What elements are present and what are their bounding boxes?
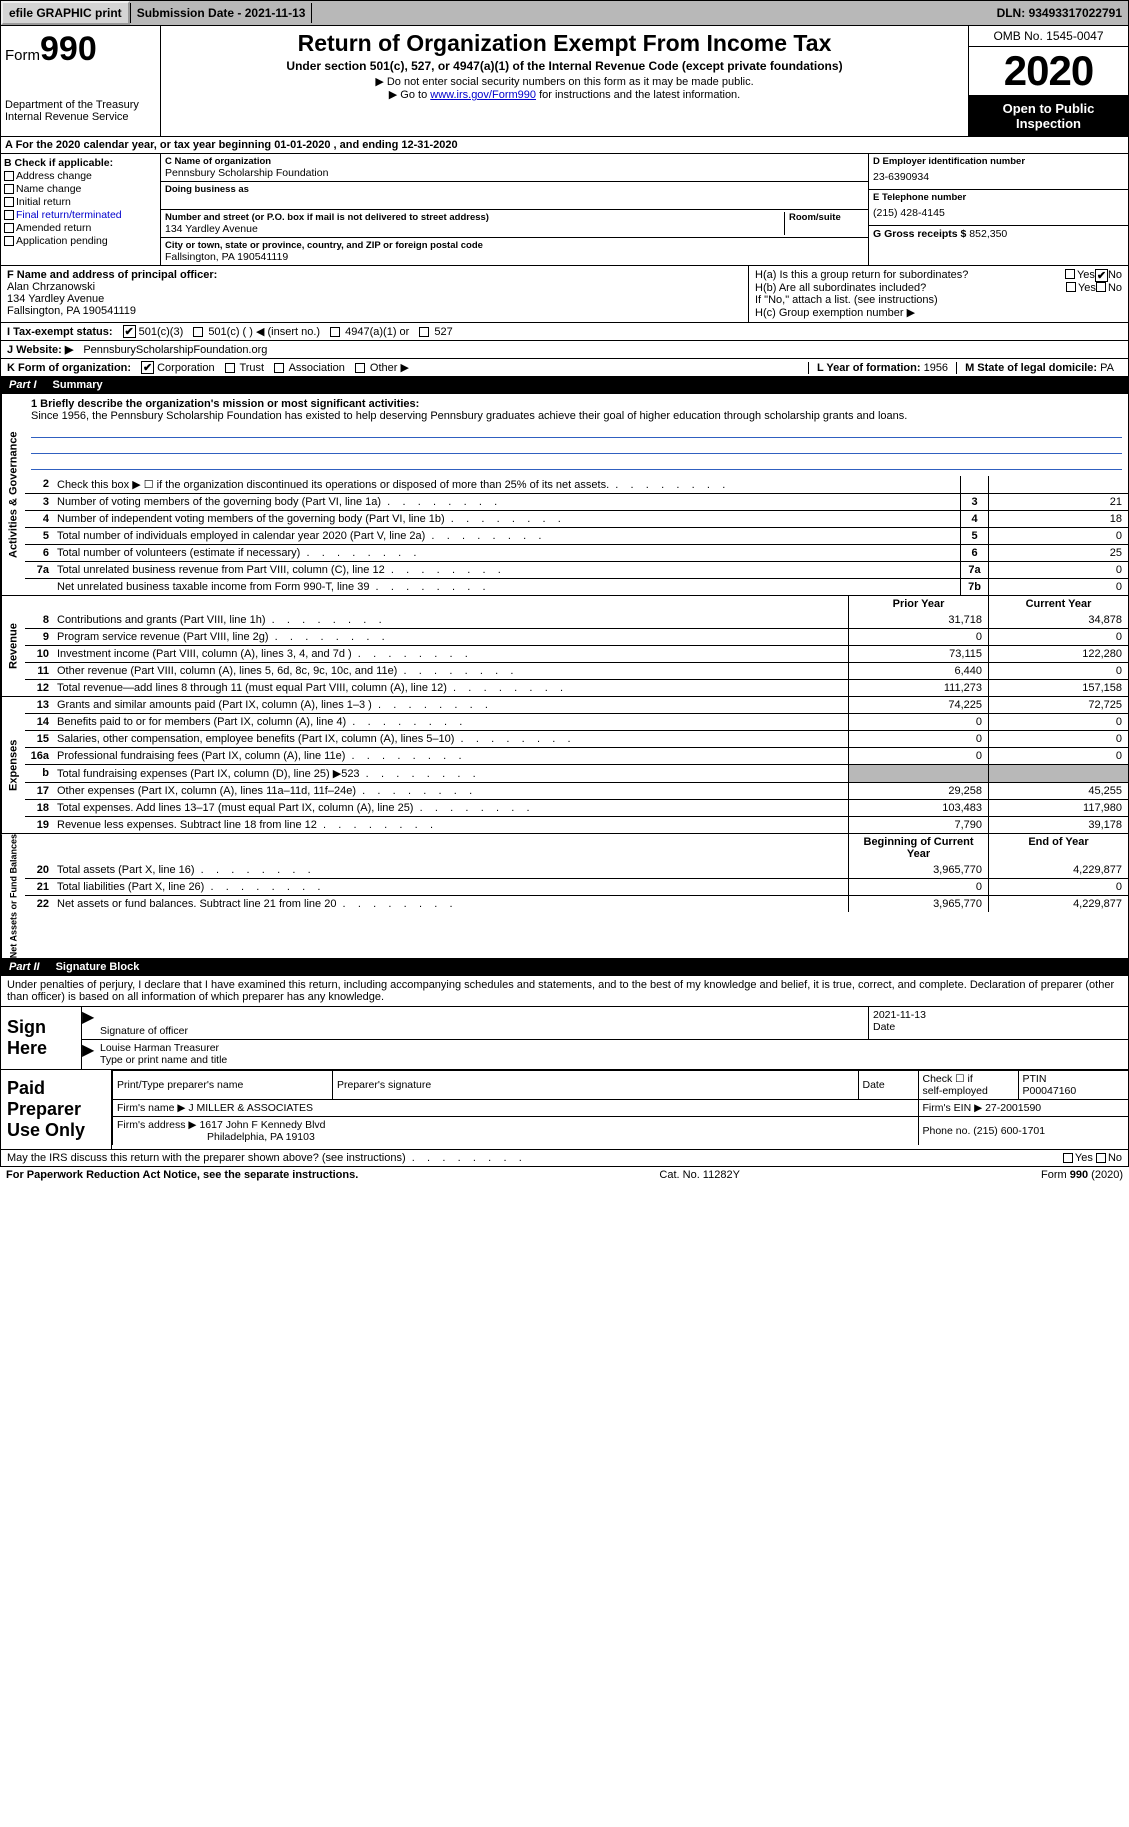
- data-line: 19Revenue less expenses. Subtract line 1…: [25, 816, 1128, 833]
- data-line: 13Grants and similar amounts paid (Part …: [25, 697, 1128, 713]
- page-footer: For Paperwork Reduction Act Notice, see …: [0, 1167, 1129, 1183]
- chk-amended-return[interactable]: Amended return: [4, 222, 157, 234]
- hb-no[interactable]: [1096, 282, 1106, 292]
- data-line: 15Salaries, other compensation, employee…: [25, 730, 1128, 747]
- phone-box: E Telephone number (215) 428-4145: [869, 190, 1128, 226]
- chk-final-return[interactable]: Final return/terminated: [4, 209, 157, 221]
- section-net-assets: Net Assets or Fund Balances Beginning of…: [0, 834, 1129, 959]
- header-left: Form990 Department of the Treasury Inter…: [1, 26, 161, 136]
- section-governance: Activities & Governance 1 Briefly descri…: [0, 394, 1129, 596]
- chk-assoc[interactable]: [274, 363, 284, 373]
- gov-line: 6Total number of volunteers (estimate if…: [25, 544, 1128, 561]
- street-box: Number and street (or P.O. box if mail i…: [161, 210, 868, 238]
- data-line: bTotal fundraising expenses (Part IX, co…: [25, 764, 1128, 782]
- row-a-period: A For the 2020 calendar year, or tax yea…: [0, 137, 1129, 154]
- chk-501c[interactable]: [193, 327, 203, 337]
- chk-other[interactable]: [355, 363, 365, 373]
- gross-receipts: G Gross receipts $ 852,350: [869, 226, 1128, 242]
- chk-trust[interactable]: [225, 363, 235, 373]
- efile-print-button[interactable]: efile GRAPHIC print: [1, 1, 130, 25]
- data-line: 21Total liabilities (Part X, line 26)00: [25, 878, 1128, 895]
- gov-line: 2Check this box ▶ ☐ if the organization …: [25, 476, 1128, 493]
- data-line: 20Total assets (Part X, line 16)3,965,77…: [25, 862, 1128, 878]
- data-line: 9Program service revenue (Part VIII, lin…: [25, 628, 1128, 645]
- paid-preparer-block: Paid Preparer Use Only Print/Type prepar…: [0, 1070, 1129, 1150]
- form-number: 990: [40, 30, 97, 68]
- org-name-box: C Name of organization Pennsbury Scholar…: [161, 154, 868, 182]
- dba-box: Doing business as: [161, 182, 868, 210]
- chk-name-change[interactable]: Name change: [4, 183, 157, 195]
- ein-box: D Employer identification number 23-6390…: [869, 154, 1128, 190]
- top-bar: efile GRAPHIC print Submission Date - 20…: [0, 0, 1129, 26]
- section-revenue: Revenue Prior YearCurrent Year 8Contribu…: [0, 596, 1129, 697]
- signature-declaration: Under penalties of perjury, I declare th…: [0, 976, 1129, 1007]
- header-title: Return of Organization Exempt From Incom…: [161, 26, 968, 136]
- section-expenses: Expenses 13Grants and similar amounts pa…: [0, 697, 1129, 834]
- city-box: City or town, state or province, country…: [161, 238, 868, 265]
- header-right: OMB No. 1545-0047 2020 Open to Public In…: [968, 26, 1128, 136]
- sign-here-block: Sign Here ▶ Signature of officer 2021-11…: [0, 1007, 1129, 1070]
- data-line: 18Total expenses. Add lines 13–17 (must …: [25, 799, 1128, 816]
- discuss-no[interactable]: [1096, 1153, 1106, 1163]
- gov-line: 7aTotal unrelated business revenue from …: [25, 561, 1128, 578]
- tax-year: 2020: [969, 47, 1128, 96]
- chk-501c3[interactable]: ✔: [123, 325, 136, 338]
- col-b-checkboxes: B Check if applicable: Address change Na…: [1, 154, 161, 265]
- submission-date: Submission Date - 2021-11-13: [130, 3, 313, 23]
- ha-no[interactable]: ✔: [1095, 269, 1108, 282]
- chk-527[interactable]: [419, 327, 429, 337]
- chk-address-change[interactable]: Address change: [4, 170, 157, 182]
- hb-yes[interactable]: [1066, 282, 1076, 292]
- identity-block: B Check if applicable: Address change Na…: [0, 154, 1129, 266]
- discuss-yes[interactable]: [1063, 1153, 1073, 1163]
- ha-yes[interactable]: [1065, 269, 1075, 279]
- form-of-org: K Form of organization: ✔ Corporation Tr…: [0, 359, 1129, 377]
- chk-corp[interactable]: ✔: [141, 361, 154, 374]
- data-line: 11Other revenue (Part VIII, column (A), …: [25, 662, 1128, 679]
- part1-bar: Part I Summary: [0, 377, 1129, 394]
- gov-line: 3Number of voting members of the governi…: [25, 493, 1128, 510]
- officer-group-block: F Name and address of principal officer:…: [0, 266, 1129, 323]
- instructions-link[interactable]: www.irs.gov/Form990: [430, 89, 536, 101]
- data-line: 17Other expenses (Part IX, column (A), l…: [25, 782, 1128, 799]
- gov-line: 5Total number of individuals employed in…: [25, 527, 1128, 544]
- data-line: 10Investment income (Part VIII, column (…: [25, 645, 1128, 662]
- mission: 1 Briefly describe the organization's mi…: [25, 394, 1128, 476]
- part2-bar: Part II Signature Block: [0, 959, 1129, 976]
- data-line: 8Contributions and grants (Part VIII, li…: [25, 612, 1128, 628]
- discuss-row: May the IRS discuss this return with the…: [0, 1150, 1129, 1167]
- website-row: J Website: ▶ PennsburyScholarshipFoundat…: [0, 341, 1129, 359]
- chk-application-pending[interactable]: Application pending: [4, 235, 157, 247]
- gov-line: 4Number of independent voting members of…: [25, 510, 1128, 527]
- form-header: Form990 Department of the Treasury Inter…: [0, 26, 1129, 137]
- data-line: 22Net assets or fund balances. Subtract …: [25, 895, 1128, 912]
- data-line: 12Total revenue—add lines 8 through 11 (…: [25, 679, 1128, 696]
- gov-line: Net unrelated business taxable income fr…: [25, 578, 1128, 595]
- data-line: 14Benefits paid to or for members (Part …: [25, 713, 1128, 730]
- chk-initial-return[interactable]: Initial return: [4, 196, 157, 208]
- data-line: 16aProfessional fundraising fees (Part I…: [25, 747, 1128, 764]
- chk-4947[interactable]: [330, 327, 340, 337]
- dln: DLN: 93493317022791: [991, 3, 1128, 23]
- tax-exempt-status: I Tax-exempt status: ✔ 501(c)(3) 501(c) …: [0, 323, 1129, 341]
